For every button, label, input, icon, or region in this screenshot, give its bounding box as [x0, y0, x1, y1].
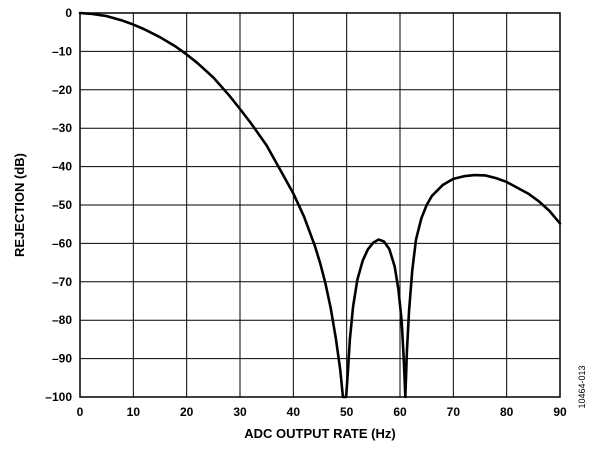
y-axis-label: REJECTION (dB): [12, 153, 27, 257]
rejection-curve: [78, 11, 562, 399]
x-tick-labels: 0 10 20 30 40 50 60 70 80 90: [77, 405, 567, 419]
x-tick-label: 70: [447, 405, 461, 419]
y-tick-label: –50: [52, 198, 72, 212]
y-tick-label: –30: [52, 121, 72, 135]
y-tick-label: –70: [52, 275, 72, 289]
plot-frame: [79, 12, 561, 398]
x-tick-label: 50: [340, 405, 354, 419]
x-tick-label: 20: [180, 405, 194, 419]
x-tick-label: 30: [233, 405, 247, 419]
x-tick-label: 40: [287, 405, 301, 419]
x-axis-label: ADC OUTPUT RATE (Hz): [244, 426, 395, 441]
y-tick-label: –90: [52, 352, 72, 366]
figure-id-label: 10464-013: [577, 365, 587, 408]
y-tick-label: –10: [52, 44, 72, 58]
x-tick-label: 90: [553, 405, 567, 419]
grid-lines: [80, 13, 560, 397]
x-tick-label: 0: [77, 405, 84, 419]
y-tick-label: –100: [45, 390, 72, 404]
y-tick-label: 0: [65, 6, 72, 20]
y-tick-label: –60: [52, 236, 72, 250]
y-tick-label: –40: [52, 160, 72, 174]
x-tick-label: 80: [500, 405, 514, 419]
y-tick-label: –80: [52, 313, 72, 327]
y-tick-label: –20: [52, 83, 72, 97]
y-tick-labels: 0 –10 –20 –30 –40 –50 –60 –70 –80 –90 –100: [45, 6, 72, 404]
x-tick-label: 10: [127, 405, 141, 419]
x-tick-label: 60: [393, 405, 407, 419]
